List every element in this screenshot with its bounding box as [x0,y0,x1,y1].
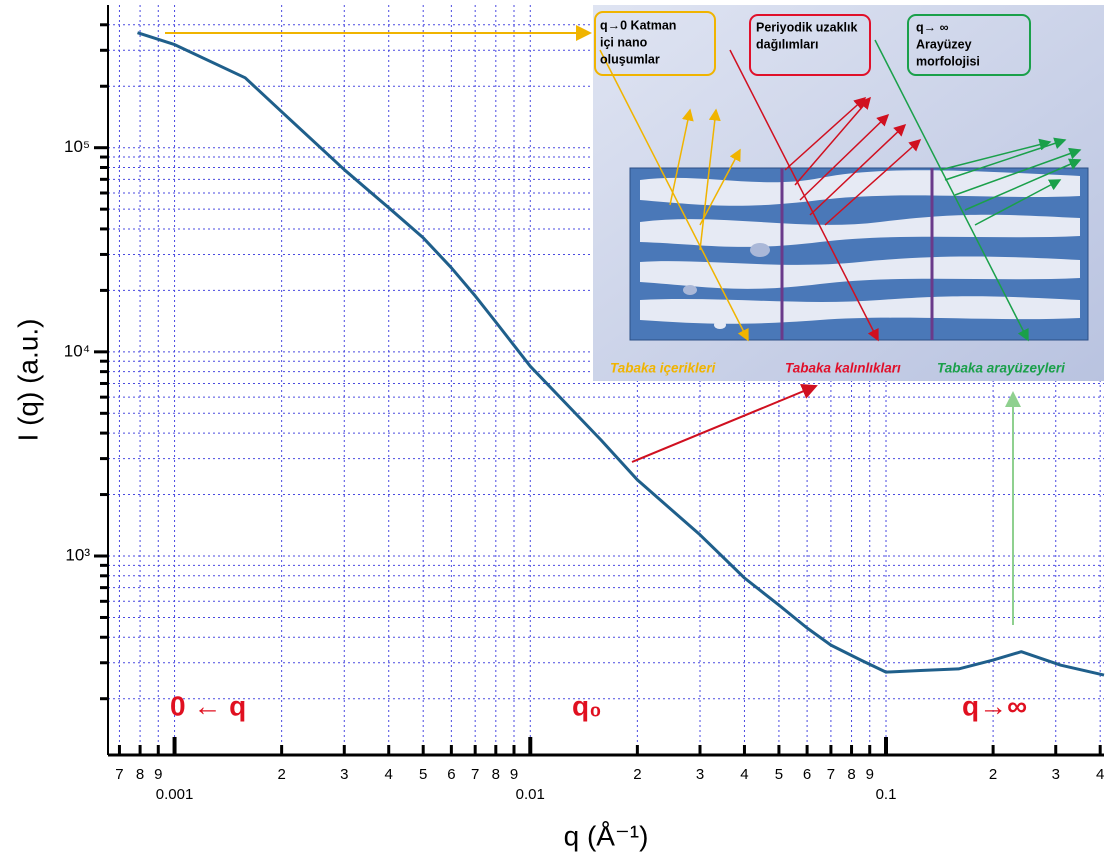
inset-label: Tabaka kalınlıkları [785,361,901,376]
x-tick-label: 0.01 [516,786,545,803]
inset-label: Tabaka içerikleri [610,361,716,376]
x-tick-label: 2 [633,766,641,783]
x-tick-label: 7 [115,766,123,783]
arrow [809,123,907,216]
arrow [799,113,890,201]
inset-box-text: oluşumlar [600,52,660,66]
inset-label: Tabaka arayüzeyleri [937,361,1065,376]
x-tick-label: 8 [847,766,855,783]
data-line [137,31,1105,677]
arrow [964,158,1082,211]
arrow [631,383,818,463]
y-tick-label: 10⁴ [64,341,90,360]
x-tick-label: 6 [803,766,811,783]
x-tick-label: 3 [1052,766,1060,783]
x-tick-label: 9 [510,766,518,783]
arrow [974,179,1062,226]
x-tick-label: 6 [447,766,455,783]
arrow [599,49,749,342]
annotation: 0 ← q [170,690,246,721]
inset-box-text: q→ ∞ [916,20,949,34]
x-tick-label: 2 [989,766,997,783]
arrow [699,148,741,226]
x-tick-label: 4 [740,766,748,783]
arrow [794,96,871,186]
inset-box [594,11,716,76]
arrow [939,138,1052,171]
x-tick-label: 7 [471,766,479,783]
layer [640,296,1080,324]
arrow [669,108,694,206]
layer [640,256,1080,289]
inset-box-text: q→0 Katman [600,18,676,32]
x-tick-label: 3 [696,766,704,783]
arrow [699,108,721,251]
inset-box-text: içi nano [600,35,648,49]
x-tick-label: 8 [136,766,144,783]
arrow [954,147,1082,196]
x-tick-label: 4 [1096,766,1104,783]
x-tick-label: 0.1 [876,786,897,803]
x-tick-label: 8 [492,766,500,783]
x-tick-label: 7 [827,766,835,783]
layer [640,214,1080,247]
x-tick-label: 4 [385,766,393,783]
inset-text: q→0 Katman içi nano oluşumlar Periyodik uza… [600,18,1065,375]
inset-box [749,14,871,76]
y-tick-label: 10³ [65,545,90,564]
y-tick-label: 10⁵ [64,137,90,156]
arrow [824,138,922,226]
inset-box-text: morfolojisi [916,54,980,68]
x-axis-label: q (Å⁻¹) [564,820,649,851]
x-tick-label: 3 [340,766,348,783]
inset-box-text: Arayüzey [916,37,972,51]
arrow [944,137,1067,181]
x-tick-label: 9 [866,766,874,783]
inset-diagram [593,5,1104,381]
x-tick-label: 9 [154,766,162,783]
arrow [729,49,879,342]
layer [640,170,1080,206]
annotation: q₀ [572,690,602,721]
inset-box-text: Periyodik uzaklık [756,20,857,34]
y-axis-label: I (q) (a.u.) [12,319,43,442]
x-tick-label: 5 [775,766,783,783]
x-tick-label: 5 [419,766,427,783]
inset-box-text: dağılımları [756,37,819,51]
arrow [784,96,867,171]
plot [137,31,1105,677]
particle [714,321,726,329]
particle [683,285,697,295]
arrow [874,39,1029,342]
annotation: q→∞ [962,690,1027,721]
x-tick-label: 0.001 [156,786,194,803]
particle [750,243,770,257]
x-tick-label: 2 [277,766,285,783]
inset-box [907,14,1031,76]
